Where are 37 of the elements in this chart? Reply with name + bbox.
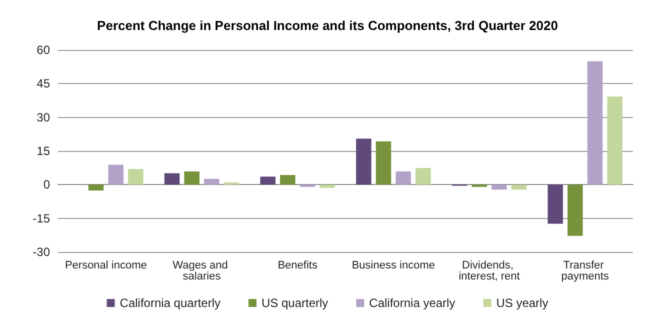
y-tick-label: 45 [36, 76, 50, 91]
chart-title: Percent Change in Personal Income and its Components, 3rd Quarter 2020 [97, 18, 558, 33]
bar [511, 184, 527, 190]
bar [260, 176, 276, 185]
x-tick-label: Business income [352, 260, 435, 272]
x-tick-label: Benefits [278, 260, 318, 272]
legend-label: California yearly [369, 296, 456, 310]
legend-label: California quarterly [120, 296, 220, 310]
bar [548, 184, 563, 224]
x-tick-label: Personal income [64, 260, 147, 272]
bar [607, 96, 622, 185]
bar [376, 141, 392, 185]
bar [164, 173, 180, 185]
legend-label: US yearly [496, 296, 548, 310]
y-tick-label: -15 [32, 211, 50, 226]
y-tick-label: -30 [32, 245, 50, 259]
bar [320, 184, 335, 188]
y-tick-label: 0 [43, 178, 50, 192]
bar [587, 61, 603, 185]
x-tick-label: Transfer payments [561, 260, 610, 282]
bar [568, 184, 583, 236]
y-tick-label: 60 [36, 43, 50, 57]
bar [492, 184, 507, 190]
bar [416, 168, 431, 185]
bar [128, 168, 144, 185]
x-tick-label: Dividends, interest, rent [458, 260, 520, 282]
legend-label: US quarterly [261, 296, 328, 310]
bar [280, 175, 296, 185]
bar [396, 171, 411, 185]
bar [204, 178, 220, 185]
bar [88, 184, 104, 190]
y-tick-label: 15 [36, 144, 50, 158]
bar [108, 164, 124, 185]
x-tick-label: Wages and salaries [172, 260, 231, 282]
bar [184, 171, 200, 185]
bar [356, 138, 372, 185]
y-tick-label: 30 [36, 110, 50, 124]
